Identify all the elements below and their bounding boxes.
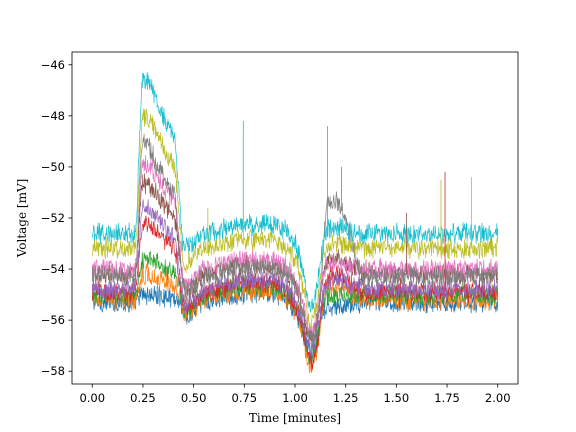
x-tick-label: 0.75 <box>232 391 258 405</box>
series-line <box>91 108 499 331</box>
x-tick-label: 0.50 <box>181 391 207 405</box>
y-tick-label: −56 <box>41 313 65 327</box>
x-tick-label: 1.00 <box>282 391 308 405</box>
y-tick-label: −52 <box>41 211 65 225</box>
series-line <box>91 71 499 313</box>
series-line <box>91 263 499 374</box>
series-line <box>91 251 499 365</box>
y-tick-label: −48 <box>41 109 65 123</box>
y-tick-label: −58 <box>41 364 65 378</box>
series-layer <box>91 71 499 374</box>
x-tick-label: 1.25 <box>333 391 359 405</box>
y-tick-label: −54 <box>41 262 65 276</box>
x-tick-label: 0.00 <box>79 391 105 405</box>
y-tick-label: −50 <box>41 160 65 174</box>
y-tick-label: −46 <box>41 58 65 72</box>
x-tick-label: 2.00 <box>485 391 511 405</box>
x-axis: 0.00 0.25 0.50 0.75 1.00 1.25 1.50 1.75 2.00 <box>79 384 511 405</box>
x-tick-label: 1.75 <box>434 391 460 405</box>
y-axis-label: Voltage [mV] <box>15 179 29 259</box>
x-axis-label: Time [minutes] <box>249 411 341 425</box>
series-line <box>91 133 498 351</box>
x-tick-label: 0.25 <box>130 391 156 405</box>
x-tick-label: 1.50 <box>384 391 410 405</box>
series-line <box>91 199 499 356</box>
y-axis: −46 −48 −50 −52 −54 −56 −58 <box>41 58 72 378</box>
